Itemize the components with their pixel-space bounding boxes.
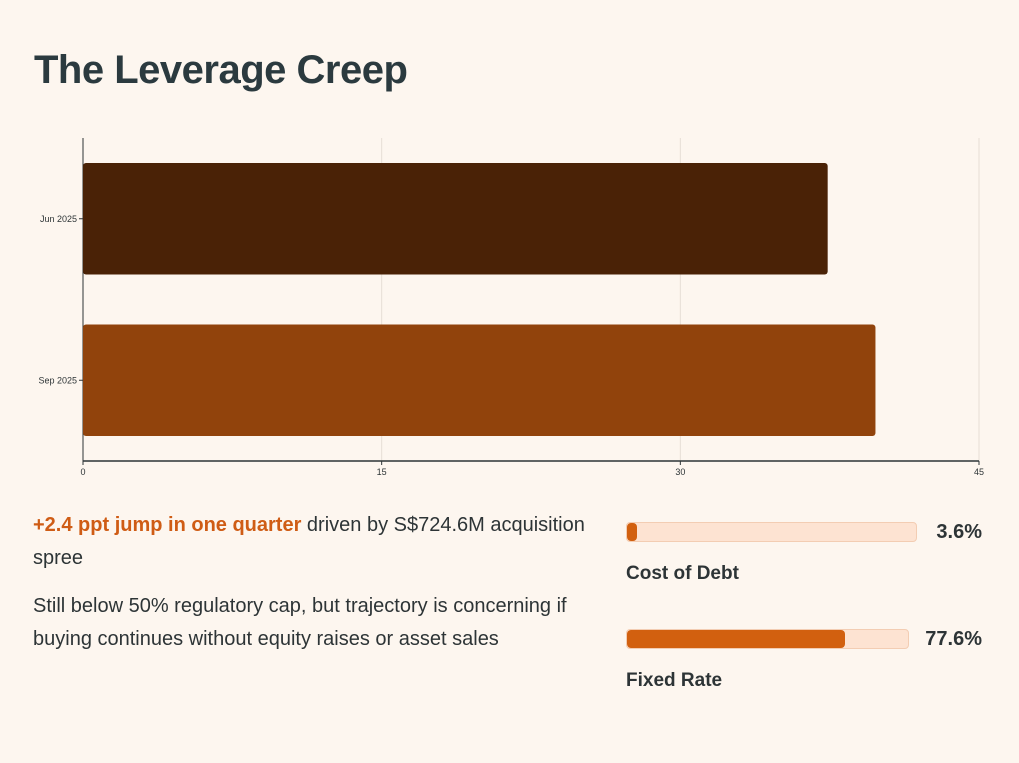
page-title: The Leverage Creep [34, 48, 408, 92]
insight-text-1: +2.4 ppt jump in one quarter driven by S… [33, 509, 593, 575]
cost-of-debt-value: 3.6% [936, 520, 982, 543]
bar-sep-2025 [83, 324, 876, 436]
cost-of-debt-label: Cost of Debt [626, 563, 739, 584]
y-tick-label-0: Jun 2025 [40, 214, 77, 224]
cost-of-debt-fill [627, 523, 638, 541]
bar-jun-2025 [83, 163, 828, 275]
insight-rest: driven by S$724.6M acquisition spree [33, 514, 585, 569]
metric-fixed-rate: 77.6% Fixed Rate [626, 628, 982, 692]
x-tick-label-0: 0 [80, 467, 85, 477]
fixed-rate-track [626, 629, 909, 649]
fixed-rate-label: Fixed Rate [626, 670, 723, 691]
x-tick-label-3: 45 [974, 467, 984, 477]
fixed-rate-value: 77.6% [925, 627, 982, 650]
metric-cost-of-debt: 3.6% Cost of Debt [626, 521, 982, 585]
insight-highlight: +2.4 ppt jump in one quarter [33, 514, 302, 536]
x-tick-label-1: 15 [377, 467, 387, 477]
leverage-bar-chart: 0 15 30 45 Jun 2025 Sep 2025 [38, 138, 984, 477]
x-tick-label-2: 30 [675, 467, 685, 477]
fixed-rate-fill [627, 630, 846, 648]
insight-text-2: Still below 50% regulatory cap, but traj… [33, 595, 567, 650]
y-tick-label-1: Sep 2025 [38, 375, 77, 385]
cost-of-debt-track [626, 522, 917, 542]
